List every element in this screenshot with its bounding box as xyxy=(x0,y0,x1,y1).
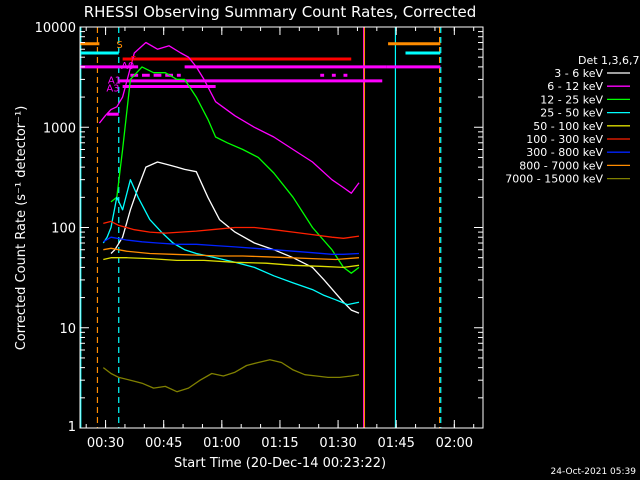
flag-label-S: S xyxy=(116,40,122,51)
flag-label-A1: A1 xyxy=(108,75,121,86)
series-line-0 xyxy=(110,161,360,314)
series-line-6 xyxy=(102,236,360,255)
series-line-2 xyxy=(110,66,360,274)
x-tick-label-3: 01:15 xyxy=(261,436,298,451)
y-tick-label-1: 1 xyxy=(68,420,76,435)
legend-label-5: 100 - 300 keV xyxy=(526,133,603,146)
footer-timestamp: 24-Oct-2021 05:39 xyxy=(551,467,637,477)
x-tick-label-4: 01:30 xyxy=(319,436,356,451)
x-tick-label-1: 00:45 xyxy=(145,436,182,451)
y-axis-label: Corrected Count Rate (s⁻¹ detector⁻¹) xyxy=(14,106,29,351)
legend-label-6: 300 - 800 keV xyxy=(526,146,603,159)
y-tick-label-3: 10000 xyxy=(35,21,76,36)
flag-label-A0: A0 xyxy=(121,61,134,72)
x-tick-label-5: 01:45 xyxy=(377,436,414,451)
series-line-4 xyxy=(103,257,360,269)
legend-label-1: 6 - 12 keV xyxy=(547,80,603,93)
y-tick-label-0: 10 xyxy=(59,322,76,337)
series-line-3 xyxy=(102,179,360,306)
legend-label-3: 25 - 50 keV xyxy=(540,107,603,120)
flag-label-A3: A3 xyxy=(106,83,119,94)
legend-label-0: 3 - 6 keV xyxy=(554,67,603,80)
legend-title: Det 1,3,6,7,9 xyxy=(578,54,640,67)
chart-title: RHESSI Observing Summary Count Rates, Co… xyxy=(84,3,477,21)
flag-label-F: F xyxy=(130,55,136,66)
legend-label-4: 50 - 100 keV xyxy=(533,120,603,133)
series-line-7 xyxy=(103,247,360,261)
y-tick-label-1: 100 xyxy=(51,222,76,237)
y-tick-label-2: 1000 xyxy=(43,121,76,136)
legend-label-2: 12 - 25 keV xyxy=(540,93,603,106)
series-line-5 xyxy=(103,220,360,239)
legend-label-7: 800 - 7000 keV xyxy=(519,159,603,172)
legend-label-8: 7000 - 15000 keV xyxy=(505,173,603,186)
series-line-8 xyxy=(102,359,360,393)
x-tick-label-0: 00:30 xyxy=(87,436,124,451)
x-tick-label-6: 02:00 xyxy=(436,436,473,451)
x-tick-label-2: 01:00 xyxy=(203,436,240,451)
series-line-1 xyxy=(98,41,360,194)
x-axis-label: Start Time (20-Dec-14 00:23:22) xyxy=(174,456,386,471)
